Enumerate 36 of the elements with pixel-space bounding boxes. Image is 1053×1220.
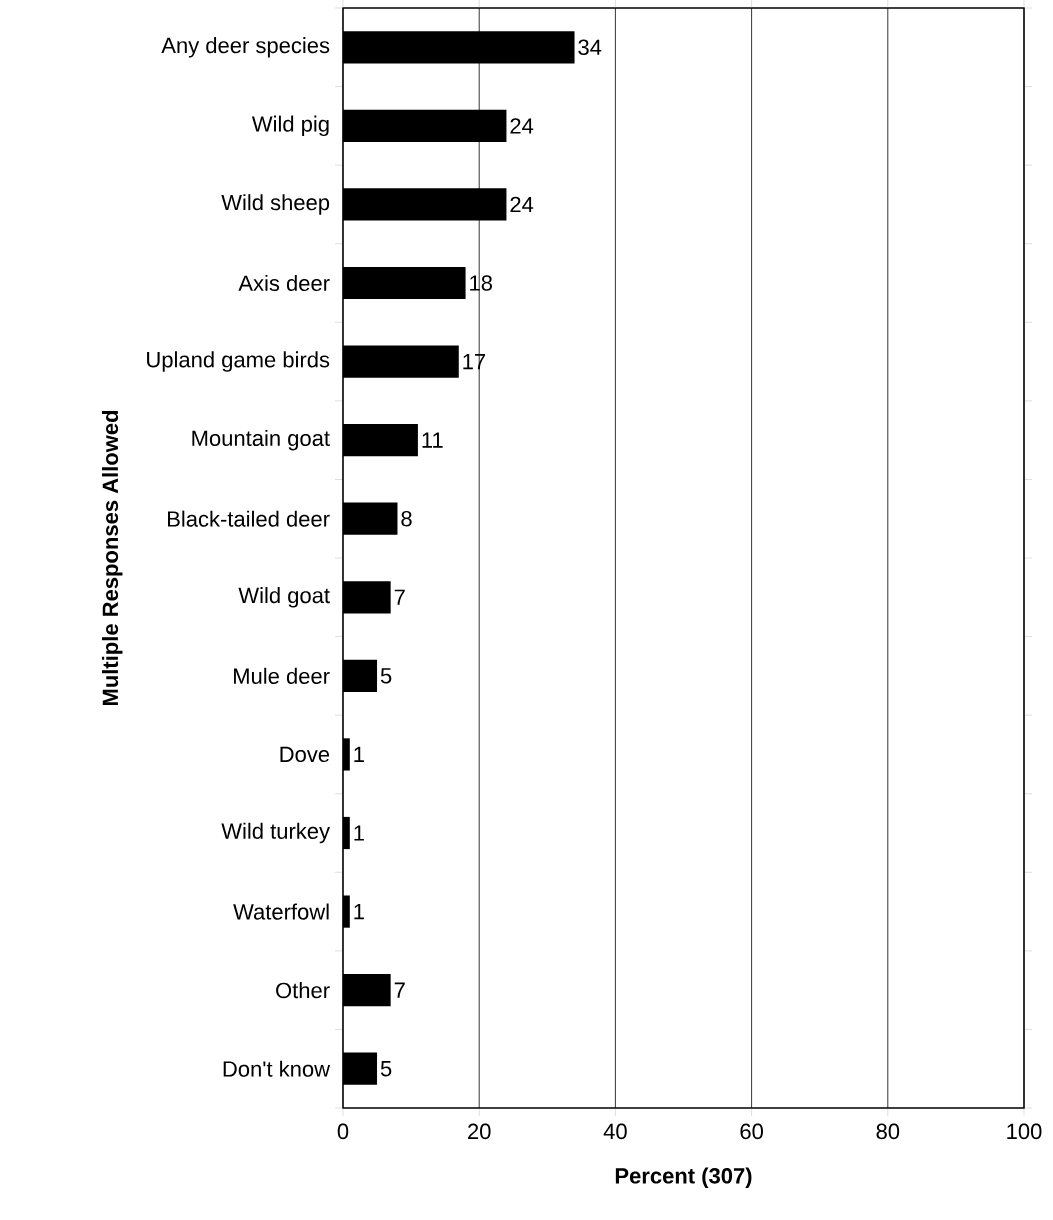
y-tick-label: Mule deer xyxy=(234,667,330,684)
y-tick-label: Mountain goat xyxy=(192,429,330,451)
x-tick-label: 0 xyxy=(337,1123,349,1140)
data-label: 1 xyxy=(354,825,364,841)
data-label: 24 xyxy=(510,118,534,134)
data-label: 11 xyxy=(422,432,443,448)
data-label: 17 xyxy=(463,354,486,370)
y-tick-label: Black-tailed deer xyxy=(168,510,330,527)
data-label: 7 xyxy=(394,982,405,998)
y-tick-label: Wild turkey xyxy=(221,822,330,844)
x-tick-label: 40 xyxy=(603,1123,627,1140)
data-label: 8 xyxy=(401,510,412,527)
y-tick-label: Wild goat xyxy=(238,587,330,608)
data-label: 34 xyxy=(578,39,602,56)
x-axis-title: Percent (307) xyxy=(615,1167,752,1188)
y-tick-label: Wild sheep xyxy=(221,194,330,215)
x-tick-label: 100 xyxy=(1007,1123,1042,1140)
y-tick-label: Dove xyxy=(280,746,330,763)
y-tick-label: Other xyxy=(276,982,330,999)
y-tick-label: Waterfowl xyxy=(233,903,329,920)
y-tick-label: Axis deer xyxy=(238,274,330,292)
data-label: 24 xyxy=(510,196,534,213)
data-label: 1 xyxy=(354,746,364,763)
data-label: 7 xyxy=(394,589,405,605)
x-tick-label: 80 xyxy=(876,1123,900,1140)
x-tick-label: 20 xyxy=(468,1123,491,1140)
x-tick-label: 60 xyxy=(740,1123,763,1140)
y-tick-label: Any deer species xyxy=(161,37,330,58)
y-tick-label: Wild pig xyxy=(251,115,329,137)
data-label: 1 xyxy=(354,904,364,920)
data-label: 18 xyxy=(470,275,493,291)
data-label: 5 xyxy=(380,1061,392,1077)
y-axis-title: Multiple Responses Allowed xyxy=(101,410,123,706)
y-tick-label: Don't know xyxy=(223,1060,331,1077)
y-tick-label: Upland game birds xyxy=(147,351,330,372)
data-label: 5 xyxy=(380,668,392,684)
